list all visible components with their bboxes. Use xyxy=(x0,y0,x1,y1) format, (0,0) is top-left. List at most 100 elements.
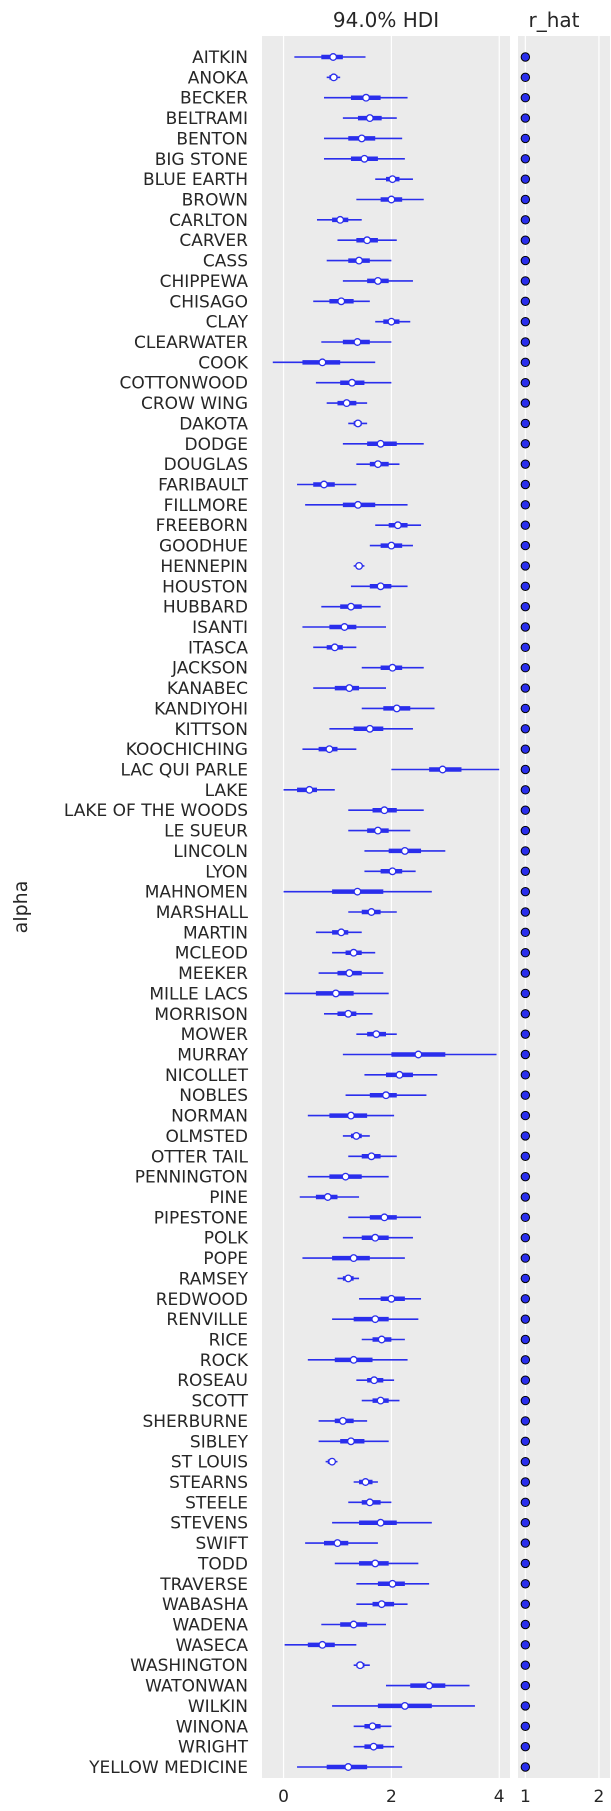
median-point xyxy=(367,1152,376,1161)
rhat-point xyxy=(520,1375,531,1385)
category-label: FREEBORN xyxy=(156,516,248,536)
category-label: WABASHA xyxy=(162,1595,248,1615)
rhat-point xyxy=(520,642,531,653)
hdi-row xyxy=(297,1763,403,1771)
rhat-point xyxy=(520,235,531,245)
hdi-panel-title: 94.0% HDI xyxy=(333,8,439,32)
rhat-point xyxy=(520,133,531,144)
category-label: CARLTON xyxy=(169,211,248,231)
median-point xyxy=(368,1722,377,1731)
rhat-point xyxy=(520,276,531,286)
hdi-row xyxy=(326,73,341,82)
hdi-row xyxy=(348,419,368,428)
hdi-row xyxy=(302,745,357,754)
category-label: WATONWAN xyxy=(145,1677,248,1697)
category-label: RENVILLE xyxy=(166,1310,248,1330)
median-point xyxy=(388,1579,397,1588)
rhat-point xyxy=(520,1538,531,1548)
category-label: LYON xyxy=(205,862,248,882)
category-label: SWIFT xyxy=(196,1534,249,1554)
hdi-row xyxy=(361,1335,405,1344)
rhat-point xyxy=(520,703,531,714)
rhat-point xyxy=(520,418,531,429)
median-point xyxy=(354,500,362,509)
median-point xyxy=(438,765,447,774)
category-label: PINE xyxy=(209,1188,248,1208)
rhat-point xyxy=(520,683,531,693)
category-label: REDWOOD xyxy=(156,1290,248,1310)
median-point xyxy=(349,1254,358,1263)
hdi-row xyxy=(348,826,411,835)
median-point xyxy=(365,724,374,733)
category-label: ITASCA xyxy=(188,638,248,658)
rhat-point xyxy=(520,337,531,347)
median-point xyxy=(342,399,351,408)
hdi-row xyxy=(315,378,392,387)
median-point xyxy=(363,236,372,245)
median-point xyxy=(371,1559,380,1568)
median-point xyxy=(360,154,369,163)
rhat-point xyxy=(520,398,531,408)
category-label: STEARNS xyxy=(169,1473,248,1493)
hdi-row xyxy=(356,195,424,204)
median-point xyxy=(367,908,376,916)
category-label: SHERBURNE xyxy=(142,1412,248,1432)
median-point xyxy=(325,745,334,754)
category-label: NORMAN xyxy=(171,1107,248,1127)
category-label: LAKE OF THE WOODS xyxy=(64,801,248,821)
category-label: RAMSEY xyxy=(179,1269,249,1289)
hdi-row xyxy=(283,887,432,896)
rhat-point xyxy=(520,1741,531,1752)
category-label: KANDIYOHI xyxy=(154,699,248,719)
median-point xyxy=(387,317,396,326)
median-point xyxy=(362,93,371,102)
hdi-row xyxy=(353,1742,395,1751)
hdi-row xyxy=(299,1193,360,1201)
median-point xyxy=(376,582,385,591)
hdi-row xyxy=(297,480,357,489)
hdi-row xyxy=(321,602,381,611)
median-point xyxy=(352,1131,361,1140)
category-label: BENTON xyxy=(176,129,248,149)
rhat-point xyxy=(520,1110,531,1121)
median-point xyxy=(377,1335,386,1344)
rhat-point xyxy=(520,581,531,591)
category-label: BLUE EARTH xyxy=(143,170,248,190)
rhat-point xyxy=(520,174,531,184)
category-label: STEELE xyxy=(185,1493,248,1513)
category-label: WRIGHT xyxy=(178,1738,249,1758)
rhat-point xyxy=(520,663,531,673)
category-label: HENNEPIN xyxy=(160,557,248,577)
category-label: RICE xyxy=(209,1331,248,1351)
rhat-point xyxy=(520,500,531,510)
category-label: PIPESTONE xyxy=(154,1208,248,1228)
median-point xyxy=(318,358,327,367)
category-label: CASS xyxy=(203,252,248,272)
median-point xyxy=(353,887,362,896)
rhat-point xyxy=(520,439,531,449)
hdi-row xyxy=(337,1274,360,1283)
category-label: MURRAY xyxy=(177,1046,248,1066)
rhat-point xyxy=(520,357,531,368)
median-point xyxy=(380,1213,389,1222)
rhat-point xyxy=(520,805,531,815)
hdi-row xyxy=(356,1376,395,1385)
median-point xyxy=(373,460,382,469)
hdi-row xyxy=(325,1457,338,1466)
rhat-point xyxy=(520,93,531,103)
rhat-point xyxy=(520,1660,531,1670)
rhat-point xyxy=(520,1497,531,1508)
rhat-point xyxy=(520,1762,531,1772)
median-point xyxy=(355,256,363,265)
median-point xyxy=(365,114,374,123)
median-point xyxy=(387,195,396,204)
hdi-row xyxy=(316,215,362,224)
median-point xyxy=(338,1416,347,1425)
rhat-point xyxy=(520,1273,531,1284)
rhat-point xyxy=(520,1518,531,1528)
hdi-row xyxy=(321,338,392,346)
rhat-point xyxy=(520,948,531,958)
rhat-point xyxy=(520,1599,531,1609)
median-point xyxy=(347,1437,355,1446)
